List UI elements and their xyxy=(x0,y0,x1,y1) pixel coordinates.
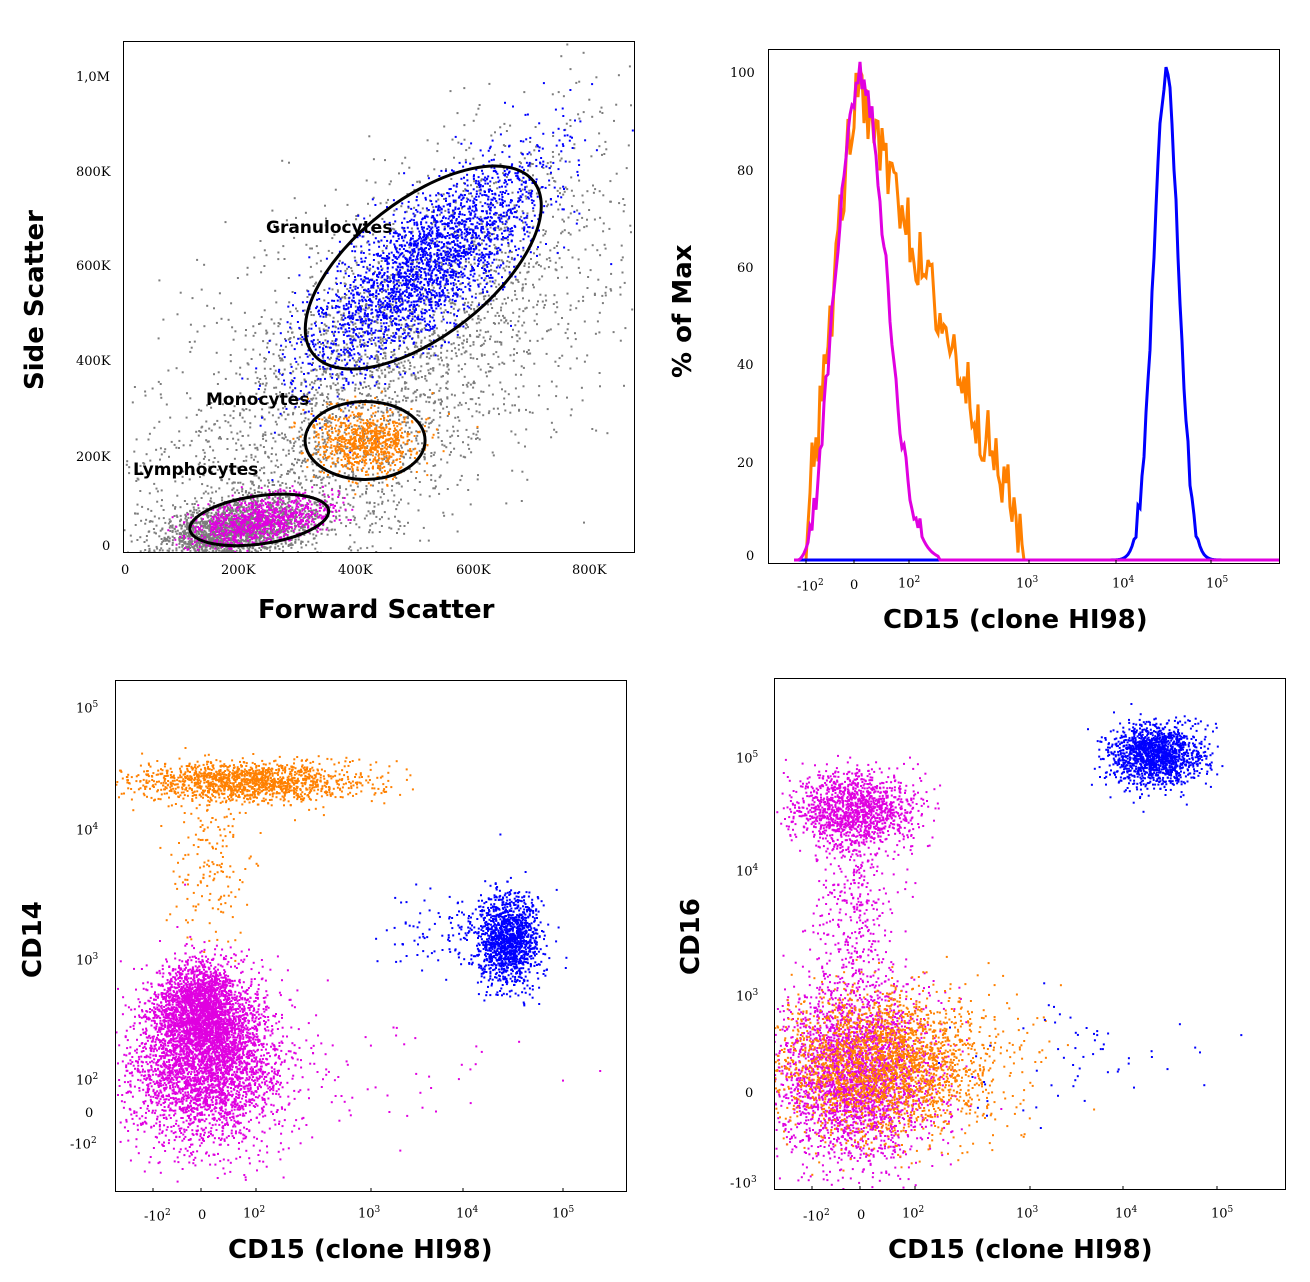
y-tick: 104 xyxy=(76,822,98,838)
monocytes-label: Monocytes xyxy=(206,390,309,410)
cd14-plot-area xyxy=(115,680,627,1192)
y-tick: 105 xyxy=(736,750,758,766)
y-axis-label: % of Max xyxy=(668,244,698,378)
y-axis-label: CD16 xyxy=(676,898,706,975)
lymphocytes-cd15-histogram xyxy=(794,61,1279,562)
lymphocyte-events xyxy=(775,872,1003,1189)
y-tick: -102 xyxy=(70,1136,97,1152)
monocyte-events xyxy=(116,747,414,822)
fsc-ssc-plot-area xyxy=(123,41,635,553)
y-tick: 1,0M xyxy=(76,70,110,85)
y-tick: 80 xyxy=(737,164,754,179)
x-tick: 103 xyxy=(1016,1205,1038,1221)
y-tick: 103 xyxy=(76,952,98,968)
x-tick: 400K xyxy=(338,563,373,578)
monocyte-events xyxy=(159,772,269,968)
granulocyte-events xyxy=(457,833,568,1007)
y-tick: 105 xyxy=(76,700,98,716)
x-tick: 104 xyxy=(456,1205,478,1221)
x-tick: 102 xyxy=(902,1205,924,1221)
y-tick: 0 xyxy=(745,1086,753,1101)
y-tick: 0 xyxy=(85,1106,93,1121)
lymphocyte-events xyxy=(167,485,354,552)
lymphocyte-events xyxy=(776,754,942,866)
x-tick: 105 xyxy=(1211,1205,1233,1221)
histogram-plot-area xyxy=(768,49,1280,564)
granulocytes-label: Granulocytes xyxy=(266,218,392,238)
y-tick: 102 xyxy=(76,1072,98,1088)
granulocyte-events xyxy=(1087,703,1224,813)
lymphocyte-events xyxy=(116,883,354,1183)
y-tick: 20 xyxy=(737,456,754,471)
y-axis-label: CD14 xyxy=(18,901,48,978)
y-tick: 200K xyxy=(76,450,111,465)
granulocytes-gate xyxy=(303,164,543,371)
x-tick-marks xyxy=(152,1188,564,1191)
y-tick: 60 xyxy=(737,261,754,276)
x-tick: 800K xyxy=(572,563,607,578)
x-tick: 600K xyxy=(456,563,491,578)
granulocytes-histogram xyxy=(794,66,1279,562)
lymphocytes-label: Lymphocytes xyxy=(133,460,258,480)
x-tick: 105 xyxy=(552,1205,574,1221)
x-tick: 104 xyxy=(1112,575,1134,591)
monocytes-gate xyxy=(303,399,427,481)
granulocyte-events xyxy=(938,982,1243,1129)
granulocyte-events xyxy=(375,883,520,981)
x-axis-label: CD15 (clone HI98) xyxy=(228,1235,493,1265)
x-tick: 102 xyxy=(898,575,920,591)
cd16-plot-area xyxy=(774,678,1286,1190)
x-tick: 102 xyxy=(243,1205,265,1221)
x-tick: 105 xyxy=(1206,575,1228,591)
x-tick: 104 xyxy=(1115,1205,1137,1221)
x-tick: 0 xyxy=(121,563,129,578)
x-tick-marks xyxy=(805,560,1212,563)
x-tick: 0 xyxy=(857,1208,865,1223)
y-tick: 800K xyxy=(76,165,111,180)
y-tick: 40 xyxy=(737,358,754,373)
y-axis-label: Side Scatter xyxy=(20,210,50,390)
y-tick: -103 xyxy=(730,1175,757,1191)
x-axis-label: CD15 (clone HI98) xyxy=(883,605,1148,635)
x-axis-label: Forward Scatter xyxy=(258,595,494,625)
y-tick: 0 xyxy=(746,549,754,564)
x-tick-marks xyxy=(811,1186,1218,1189)
x-tick: 103 xyxy=(358,1205,380,1221)
x-tick: -102 xyxy=(797,578,824,594)
monocyte-events xyxy=(775,955,1096,1176)
x-tick: 200K xyxy=(221,563,256,578)
x-axis-label: CD15 (clone HI98) xyxy=(888,1235,1153,1265)
y-tick: 100 xyxy=(730,66,755,81)
x-tick: -102 xyxy=(803,1208,830,1224)
y-tick: 400K xyxy=(76,354,111,369)
scattered-events xyxy=(203,1026,602,1152)
y-tick: 0 xyxy=(102,539,110,554)
lymphocytes-histogram xyxy=(794,69,1279,562)
x-tick: 0 xyxy=(198,1208,206,1223)
y-tick: 104 xyxy=(736,863,758,879)
x-tick: 0 xyxy=(850,578,858,593)
x-tick: -102 xyxy=(144,1208,171,1224)
lymphocytes-gate xyxy=(188,492,331,548)
x-tick: 103 xyxy=(1016,575,1038,591)
lymphocyte-events xyxy=(133,926,270,1109)
y-tick: 600K xyxy=(76,259,111,274)
y-tick: 103 xyxy=(736,988,758,1004)
